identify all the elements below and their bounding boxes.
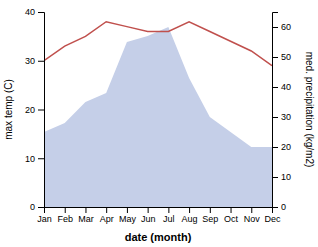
- tick-mark: [210, 207, 211, 213]
- axis-line: [45, 208, 273, 214]
- tick-label: 30: [281, 112, 291, 122]
- tick: 10: [25, 154, 44, 164]
- tick: 50: [272, 52, 291, 62]
- tick-mark: [38, 61, 44, 62]
- tick-label: 60: [281, 22, 291, 32]
- tick-label: Dec: [264, 214, 281, 224]
- tick-label: 10: [25, 154, 35, 164]
- tick: 30: [272, 112, 291, 122]
- tick: Jul: [163, 207, 175, 224]
- tick: Feb: [57, 207, 73, 224]
- tick: Dec: [264, 207, 281, 224]
- tick-label: 20: [25, 105, 35, 115]
- tick-label: 10: [281, 172, 291, 182]
- tick-label: Feb: [57, 214, 73, 224]
- tick-label: 0: [281, 202, 286, 212]
- tick-mark: [272, 57, 278, 58]
- tick-label: 30: [25, 56, 35, 66]
- y-axis: 0 10 20 30 40: [25, 7, 45, 212]
- x-axis: Jan Feb Mar Apr May Jun Jul Aug Sep Oct NovDec: [37, 207, 281, 224]
- tick: 0: [272, 202, 286, 212]
- tick-mark: [38, 110, 44, 111]
- tick-label: Sep: [202, 214, 218, 224]
- tick: 10: [272, 172, 291, 182]
- tick-mark: [272, 117, 278, 118]
- tick-label: 40: [281, 82, 291, 92]
- tick: 60: [272, 22, 291, 32]
- chart: JanFebMarAprMayJunJulAugSepOctNovDec0102…: [0, 0, 318, 247]
- tick-mark: [148, 207, 149, 213]
- tick-label: May: [119, 214, 137, 224]
- tick-mark: [272, 177, 278, 178]
- axis-line: [273, 13, 279, 208]
- y2-axis: 0 10 20 30 40 50 60: [272, 13, 291, 213]
- tick-mark: [65, 207, 66, 213]
- tick-mark: [38, 12, 44, 13]
- tick-label: Aug: [182, 214, 198, 224]
- tick: Sep: [202, 207, 218, 224]
- tick-mark: [272, 207, 278, 208]
- marks: [44, 22, 272, 207]
- tick-label: 0: [30, 202, 35, 212]
- y2-axis-title: med. precipitation (kg/m2): [304, 52, 315, 168]
- tick: Jan: [37, 207, 52, 224]
- tick-mark: [272, 27, 278, 28]
- tick-label: Jul: [163, 214, 175, 224]
- tick-label: Apr: [100, 214, 114, 224]
- tick-mark: [272, 147, 278, 148]
- tick-mark: [168, 207, 169, 213]
- tick-mark: [106, 207, 107, 213]
- plot: JanFebMarAprMayJunJulAugSepOctNovDec0102…: [25, 7, 291, 224]
- tick-mark: [85, 207, 86, 213]
- tick: Aug: [182, 207, 198, 224]
- tick-mark: [189, 207, 190, 213]
- tick: Jun: [141, 207, 156, 224]
- tick: Mar: [78, 207, 94, 224]
- tick-label: Oct: [224, 214, 239, 224]
- tick-mark: [231, 207, 232, 213]
- tick-mark: [38, 158, 44, 159]
- tick: 40: [25, 7, 44, 17]
- tick: 40: [272, 82, 291, 92]
- tick-label: Jun: [141, 214, 156, 224]
- tick-mark: [251, 207, 252, 213]
- tick: Nov: [244, 207, 261, 224]
- axis-line: [38, 13, 45, 208]
- tick-label: 50: [281, 52, 291, 62]
- y-axis-title: max temp (C): [3, 79, 14, 140]
- tick-mark: [38, 207, 44, 208]
- tick-label: 20: [281, 142, 291, 152]
- tick-label: Mar: [78, 214, 94, 224]
- tick: 30: [25, 56, 44, 66]
- tick: Oct: [224, 207, 239, 224]
- x-axis-title: date (month): [125, 231, 192, 243]
- precipitation-area: [44, 27, 272, 207]
- tick-label: Nov: [244, 214, 261, 224]
- temperature-line: [44, 22, 272, 66]
- tick: 0: [30, 202, 44, 212]
- tick: 20: [25, 105, 44, 115]
- tick-label: Jan: [37, 214, 52, 224]
- tick: May: [119, 207, 137, 224]
- tick-mark: [127, 207, 128, 213]
- tick-mark: [272, 87, 278, 88]
- tick: Apr: [100, 207, 114, 224]
- tick-label: 40: [25, 7, 35, 17]
- tick: 20: [272, 142, 291, 152]
